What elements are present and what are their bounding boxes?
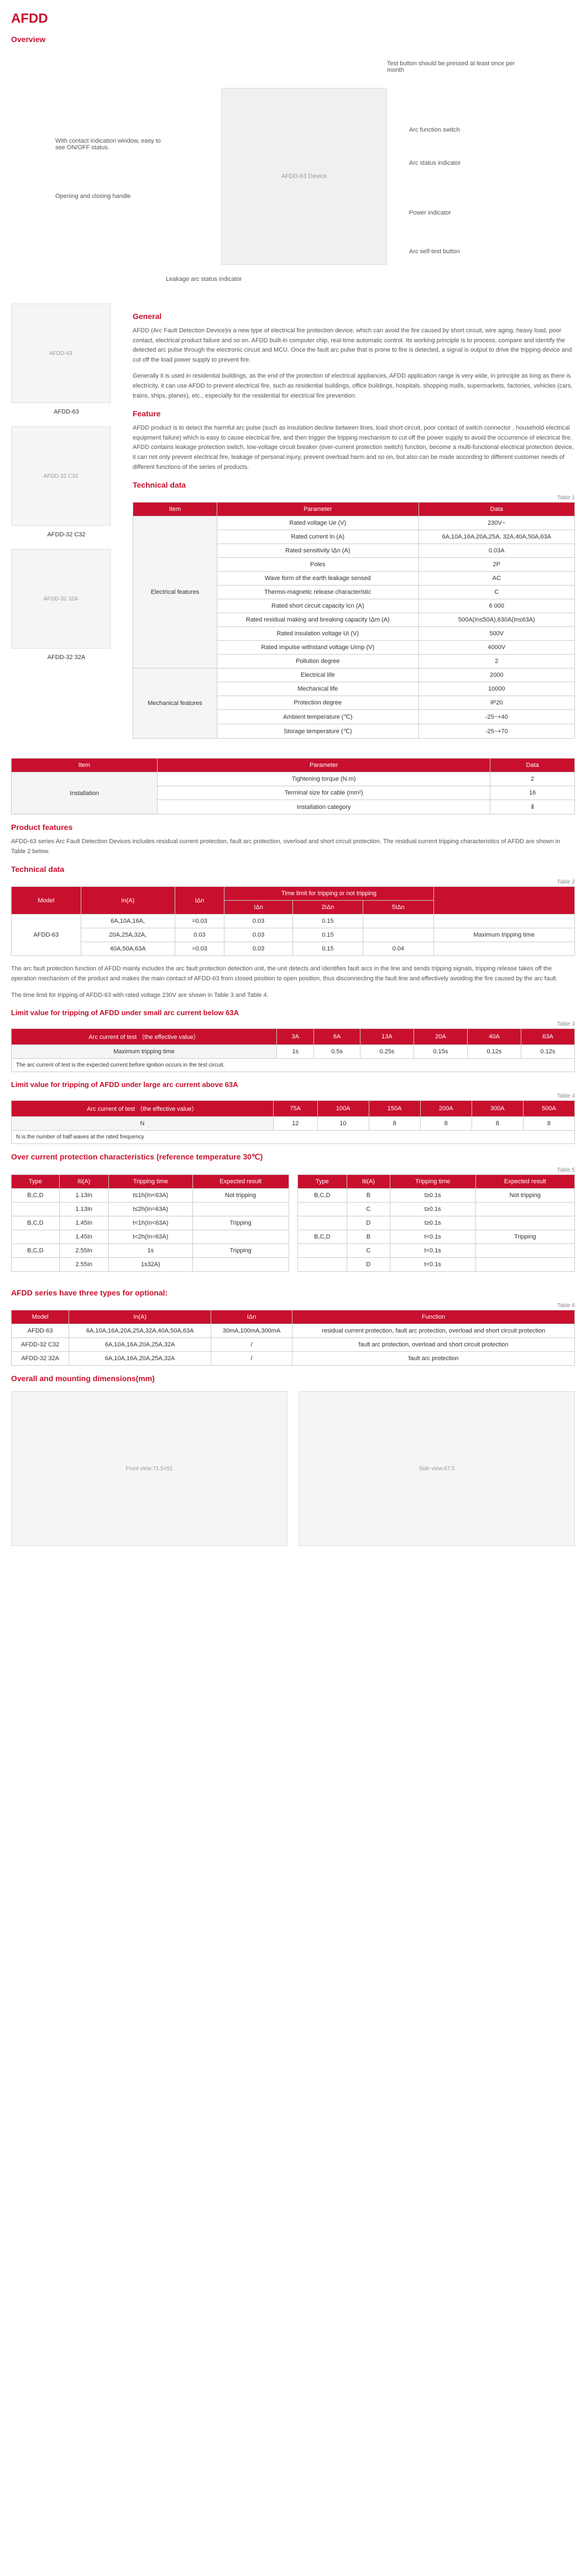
callout-handle: Opening and closing handle bbox=[55, 193, 130, 200]
img-afdd63: AFDD-63 bbox=[11, 304, 111, 403]
table1-label: Table 1 bbox=[133, 495, 575, 501]
table5b: TypeIti(A)Tripping timeExpected result B… bbox=[297, 1174, 575, 1272]
page-title: AFDD bbox=[11, 11, 575, 27]
callout-leakage: Leakage arc status indicator bbox=[166, 276, 242, 283]
hero-diagram: Test button should be pressed at least o… bbox=[11, 55, 575, 292]
general-heading: General bbox=[133, 312, 575, 321]
dim-front: Front view: 71.5 × 51 bbox=[11, 1391, 287, 1546]
table6-label: Table 6 bbox=[11, 1303, 575, 1309]
table1: ItemParameterData Electrical featuresRat… bbox=[133, 502, 575, 739]
img-afdd32-32a: AFDD-32 32A bbox=[11, 549, 111, 649]
callout-power-indicator: Power indicator bbox=[409, 210, 451, 216]
limit63a-heading: Limit value for tripping of AFDD under l… bbox=[11, 1080, 575, 1089]
overcurrent-heading: Over current protection characteristics … bbox=[11, 1152, 575, 1162]
callout-test-button: Test button should be pressed at least o… bbox=[387, 60, 525, 74]
cap-afdd63: AFDD-63 bbox=[11, 409, 122, 415]
prodfeat-para: AFDD-63 series Arc Fault Detection Devic… bbox=[11, 837, 575, 856]
img-afdd32c32: AFDD-32 C32 bbox=[11, 426, 111, 526]
table5-label: Table 5 bbox=[11, 1167, 575, 1173]
dim-side: Side view: 67.5 bbox=[299, 1391, 575, 1546]
product-image bbox=[221, 88, 387, 265]
cap-afdd32-32a: AFDD-32 32A bbox=[11, 654, 122, 661]
techdata-heading: Technical data bbox=[133, 480, 575, 489]
side-images: AFDD-63 AFDD-63 AFDD-32 C32 AFDD-32 C32 … bbox=[11, 304, 122, 747]
table3-label: Table 3 bbox=[11, 1021, 575, 1027]
general-para2: Generally it is used in residential buil… bbox=[133, 372, 575, 401]
callout-selftest: Arc self-test button bbox=[409, 248, 460, 255]
table3: Arc current of test （the effective value… bbox=[11, 1028, 575, 1072]
cap-afdd32c32: AFDD-32 C32 bbox=[11, 531, 122, 538]
overview-heading: Overview bbox=[11, 35, 575, 44]
callout-arc-indicator: Arc status indicator bbox=[409, 160, 461, 166]
types-heading: AFDD series have three types for optiona… bbox=[11, 1288, 575, 1297]
dimensions-heading: Overall and mounting dimensions(mm) bbox=[11, 1374, 575, 1383]
limit63-heading: Limit value for tripping of AFDD under s… bbox=[11, 1009, 575, 1017]
prodfeat-heading: Product features bbox=[11, 823, 575, 832]
table4-label: Table 4 bbox=[11, 1093, 575, 1099]
arc-para: The arc fault protection function of AFD… bbox=[11, 964, 575, 984]
table2: Model In(A) IΔn Time limit for tripping … bbox=[11, 886, 575, 956]
feature-para: AFDD product is to detect the harmful ar… bbox=[133, 424, 575, 472]
table5a: TypeIti(A)Tripping timeExpected result B… bbox=[11, 1174, 289, 1272]
table6: ModelIn(A)IΔnFunction AFDD-636A,10A,16A,… bbox=[11, 1310, 575, 1366]
arc-para2: The time limit for tripping of AFDD-63 w… bbox=[11, 991, 575, 1001]
feature-heading: Feature bbox=[133, 409, 575, 418]
callout-window: With contact indication window, easy to … bbox=[55, 138, 166, 151]
table4: Arc current of test （the effective value… bbox=[11, 1100, 575, 1144]
techdata2-heading: Technical data bbox=[11, 865, 575, 874]
table1b: ItemParameterData InstallationTightening… bbox=[11, 758, 575, 814]
dimensions-diagram: Front view: 71.5 × 51 Side view: 67.5 bbox=[11, 1391, 575, 1546]
callout-arc-switch: Arc function switch bbox=[409, 127, 460, 133]
general-para1: AFDD (Arc Fault Detection Device)is a ne… bbox=[133, 326, 575, 365]
table2-label: Table 2 bbox=[11, 879, 575, 885]
